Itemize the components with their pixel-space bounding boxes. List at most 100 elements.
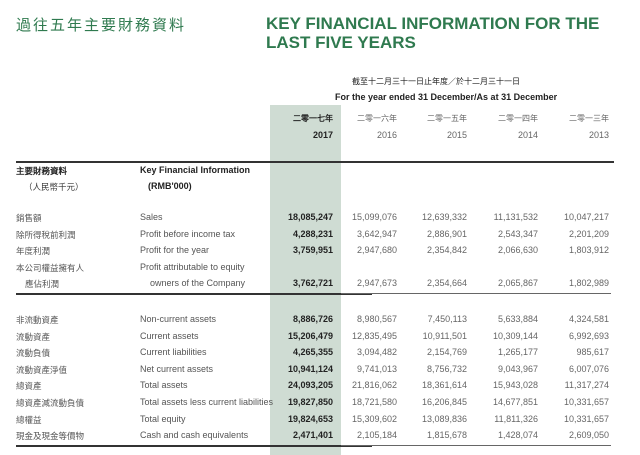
cell-value: 10,911,501 bbox=[422, 330, 467, 341]
cell-value: 8,886,726 bbox=[292, 314, 333, 324]
year-header-en: 2015 bbox=[446, 130, 467, 140]
cell-value: 10,331,657 bbox=[563, 413, 609, 424]
section-rule bbox=[341, 445, 611, 447]
cell-value: 2,201,209 bbox=[568, 228, 609, 239]
row-label-zh: 總資產 bbox=[16, 382, 42, 393]
year-header-zh: 二零一四年 bbox=[498, 114, 538, 123]
row-label-en: Profit for the year bbox=[140, 245, 210, 256]
cell-value: 15,309,602 bbox=[351, 413, 397, 424]
cell-value: 10,047,217 bbox=[563, 212, 609, 222]
row-label-zh: 流動資產淨值 bbox=[16, 365, 68, 376]
cell-value: 2,886,901 bbox=[426, 228, 467, 239]
row-label-en: Cash and cash equivalents bbox=[140, 430, 249, 441]
cell-value: 18,721,580 bbox=[351, 397, 397, 407]
row-label-en: Current liabilities bbox=[140, 347, 207, 358]
cell-value: 2,471,401 bbox=[292, 430, 333, 441]
period-label-zh: 截至十二月三十一日止年度／於十二月三十一日 bbox=[352, 77, 520, 86]
current-year-highlight bbox=[270, 105, 341, 455]
row-label-en: Sales bbox=[140, 212, 163, 222]
cell-value: 3,642,947 bbox=[356, 228, 397, 239]
cell-value: 9,043,967 bbox=[497, 363, 538, 374]
page-title-en: KEY FINANCIAL INFORMATION FOR THE LAST F… bbox=[266, 14, 600, 52]
section-header-en: Key Financial Information bbox=[140, 165, 251, 175]
section-rule bbox=[16, 445, 372, 447]
cell-value: 2,947,673 bbox=[356, 278, 397, 289]
cell-value: 24,093,205 bbox=[287, 380, 333, 391]
cell-value: 13,089,836 bbox=[421, 413, 467, 424]
cell-value: 11,317,274 bbox=[564, 380, 609, 391]
cell-value: 4,324,581 bbox=[568, 314, 609, 324]
cell-value: 2,354,842 bbox=[426, 245, 467, 256]
section-rule bbox=[341, 293, 611, 295]
header-rule bbox=[16, 161, 614, 163]
cell-value: 19,827,850 bbox=[287, 397, 333, 407]
year-header-en: 2017 bbox=[312, 130, 333, 140]
cell-value: 4,288,231 bbox=[292, 228, 333, 239]
cell-value: 12,639,332 bbox=[421, 212, 467, 222]
row-label-en: Total equity bbox=[140, 413, 186, 424]
section-unit-en: (RMB'000) bbox=[148, 181, 192, 191]
cell-value: 3,094,482 bbox=[356, 347, 397, 358]
cell-value: 2,354,664 bbox=[426, 278, 467, 289]
year-header-zh: 二零一七年 bbox=[293, 114, 333, 123]
cell-value: 4,265,355 bbox=[292, 347, 333, 358]
row-label-en: Current assets bbox=[140, 330, 199, 341]
section-header-zh: 主要財務資料 bbox=[16, 167, 68, 177]
cell-value: 18,085,247 bbox=[287, 212, 333, 222]
cell-value: 1,815,678 bbox=[426, 430, 467, 441]
cell-value: 6,992,693 bbox=[568, 330, 609, 341]
cell-value: 2,066,630 bbox=[497, 245, 538, 256]
cell-value: 2,609,050 bbox=[568, 430, 609, 441]
cell-value: 10,309,144 bbox=[492, 330, 538, 341]
page-title-zh: 過往五年主要財務資料 bbox=[16, 16, 187, 34]
row-label-en: owners of the Company bbox=[150, 278, 246, 289]
cell-value: 18,361,614 bbox=[421, 380, 467, 391]
year-header-en: 2014 bbox=[517, 130, 538, 140]
row-label-zh: 本公司權益擁有人 bbox=[16, 263, 85, 274]
cell-value: 10,331,657 bbox=[563, 397, 609, 407]
cell-value: 15,206,479 bbox=[287, 330, 333, 341]
year-header-zh: 二零一五年 bbox=[427, 114, 467, 123]
year-header-zh: 二零一三年 bbox=[569, 114, 609, 123]
row-label-en: Profit before income tax bbox=[140, 228, 236, 239]
cell-value: 3,762,721 bbox=[292, 278, 333, 289]
cell-value: 5,633,884 bbox=[497, 314, 538, 324]
year-header-zh: 二零一六年 bbox=[357, 114, 397, 123]
cell-value: 2,543,347 bbox=[497, 228, 538, 239]
row-label-zh: 現金及現金等價物 bbox=[16, 432, 85, 443]
cell-value: 12,835,495 bbox=[351, 330, 397, 341]
row-label-zh: 總權益 bbox=[16, 415, 42, 426]
cell-value: 9,741,013 bbox=[356, 363, 397, 374]
cell-value: 8,980,567 bbox=[356, 314, 397, 324]
row-label-en: Non-current assets bbox=[140, 314, 217, 324]
cell-value: 1,428,074 bbox=[497, 430, 538, 441]
row-label-en: Total assets less current liabilities bbox=[140, 397, 274, 407]
cell-value: 21,816,062 bbox=[351, 380, 397, 391]
row-label-zh: 除所得稅前利潤 bbox=[16, 230, 76, 241]
cell-value: 3,759,951 bbox=[292, 245, 333, 256]
cell-value: 15,943,028 bbox=[492, 380, 538, 391]
period-label-en: For the year ended 31 December/As at 31 … bbox=[335, 92, 558, 102]
row-label-zh: 非流動資產 bbox=[16, 316, 59, 326]
cell-value: 6,007,076 bbox=[568, 363, 609, 374]
cell-value: 11,131,532 bbox=[493, 212, 538, 222]
year-header-en: 2016 bbox=[376, 130, 397, 140]
cell-value: 2,154,769 bbox=[426, 347, 467, 358]
cell-value: 7,450,113 bbox=[427, 314, 467, 324]
row-label-zh: 總資產減流動負債 bbox=[16, 399, 85, 409]
cell-value: 14,677,851 bbox=[492, 397, 538, 407]
section-unit-zh: （人民幣千元） bbox=[24, 183, 84, 193]
section-rule bbox=[16, 293, 372, 295]
cell-value: 11,811,326 bbox=[494, 413, 538, 424]
cell-value: 1,803,912 bbox=[568, 245, 609, 256]
row-label-zh: 流動負債 bbox=[16, 349, 51, 360]
cell-value: 16,206,845 bbox=[421, 397, 467, 407]
cell-value: 2,065,867 bbox=[497, 278, 538, 289]
cell-value: 10,941,124 bbox=[287, 363, 333, 374]
cell-value: 15,099,076 bbox=[351, 212, 397, 222]
cell-value: 8,756,732 bbox=[426, 363, 467, 374]
row-label-en: Total assets bbox=[140, 380, 188, 391]
row-label-zh: 銷售額 bbox=[16, 214, 42, 224]
cell-value: 1,265,177 bbox=[497, 347, 538, 358]
row-label-en: Profit attributable to equity bbox=[140, 261, 245, 272]
